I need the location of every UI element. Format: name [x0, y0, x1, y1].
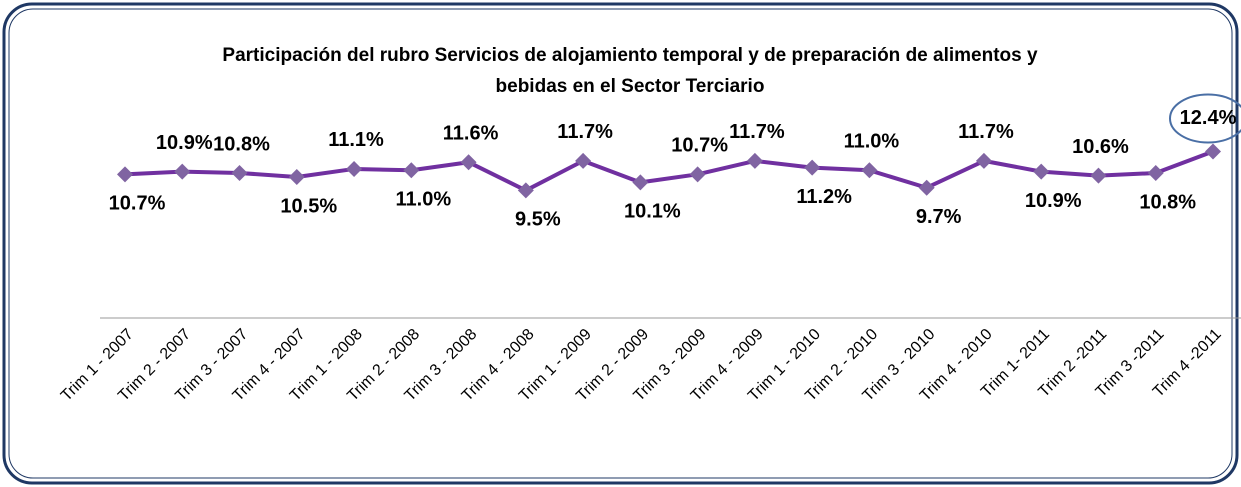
marker	[174, 163, 191, 180]
data-label: 10.9%	[1025, 190, 1082, 212]
chart-title: Participación del rubro Servicios de alo…	[222, 45, 1038, 97]
data-label: 10.8%	[213, 133, 270, 155]
marker	[575, 152, 592, 169]
marker	[231, 164, 248, 181]
marker	[1090, 167, 1107, 184]
marker	[288, 169, 305, 185]
marker	[517, 182, 534, 199]
data-label: 11.7%	[958, 121, 1014, 143]
data-label: 11.7%	[557, 121, 613, 143]
data-label: 10.1%	[624, 201, 681, 223]
marker	[346, 160, 363, 177]
data-label: 11.0%	[844, 131, 900, 153]
data-label: 11.6%	[443, 123, 499, 145]
line	[124, 149, 1214, 193]
data-label: 12.4%	[1180, 107, 1237, 129]
marker	[632, 174, 649, 191]
marker	[918, 179, 935, 196]
marker	[460, 154, 477, 171]
marker	[804, 159, 821, 176]
marker	[403, 162, 420, 179]
marker	[1205, 143, 1221, 160]
data-label: 9.7%	[916, 206, 962, 228]
data-label: 10.8%	[1139, 191, 1196, 213]
data-label: 10.9%	[156, 132, 213, 154]
data-label: 11.1%	[328, 129, 384, 151]
marker	[1147, 164, 1164, 181]
data-label: 11.7%	[729, 121, 785, 143]
data-label: 10.5%	[280, 195, 337, 217]
highlight-circle	[1169, 93, 1241, 144]
data-label: 11.2%	[796, 186, 852, 208]
marker	[975, 152, 992, 169]
data-label: 9.5%	[515, 209, 561, 231]
marker	[861, 162, 878, 179]
data-label: 10.6%	[1072, 136, 1129, 158]
marker	[689, 166, 706, 183]
marker	[1033, 163, 1050, 180]
marker	[117, 166, 133, 183]
frame-inner	[8, 8, 1233, 479]
data-label: 10.7%	[671, 135, 728, 157]
data-label: 10.7%	[109, 193, 166, 215]
data-label: 11.0%	[396, 189, 452, 211]
marker	[746, 152, 763, 169]
